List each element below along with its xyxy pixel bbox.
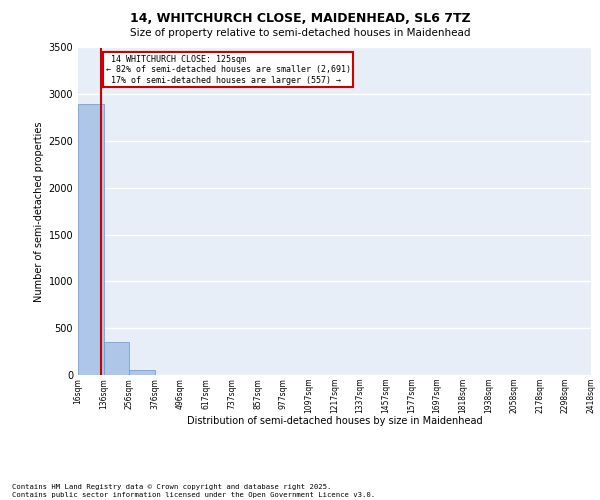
Y-axis label: Number of semi-detached properties: Number of semi-detached properties [34, 121, 44, 302]
Text: Contains HM Land Registry data © Crown copyright and database right 2025.
Contai: Contains HM Land Registry data © Crown c… [12, 484, 375, 498]
Text: Size of property relative to semi-detached houses in Maidenhead: Size of property relative to semi-detach… [130, 28, 470, 38]
Text: 14, WHITCHURCH CLOSE, MAIDENHEAD, SL6 7TZ: 14, WHITCHURCH CLOSE, MAIDENHEAD, SL6 7T… [130, 12, 470, 26]
X-axis label: Distribution of semi-detached houses by size in Maidenhead: Distribution of semi-detached houses by … [187, 416, 482, 426]
Bar [104, 342, 129, 375]
Text: 14 WHITCHURCH CLOSE: 125sqm
← 82% of semi-detached houses are smaller (2,691)
 1: 14 WHITCHURCH CLOSE: 125sqm ← 82% of sem… [106, 55, 350, 85]
Bar [129, 370, 155, 375]
Bar [78, 104, 104, 375]
